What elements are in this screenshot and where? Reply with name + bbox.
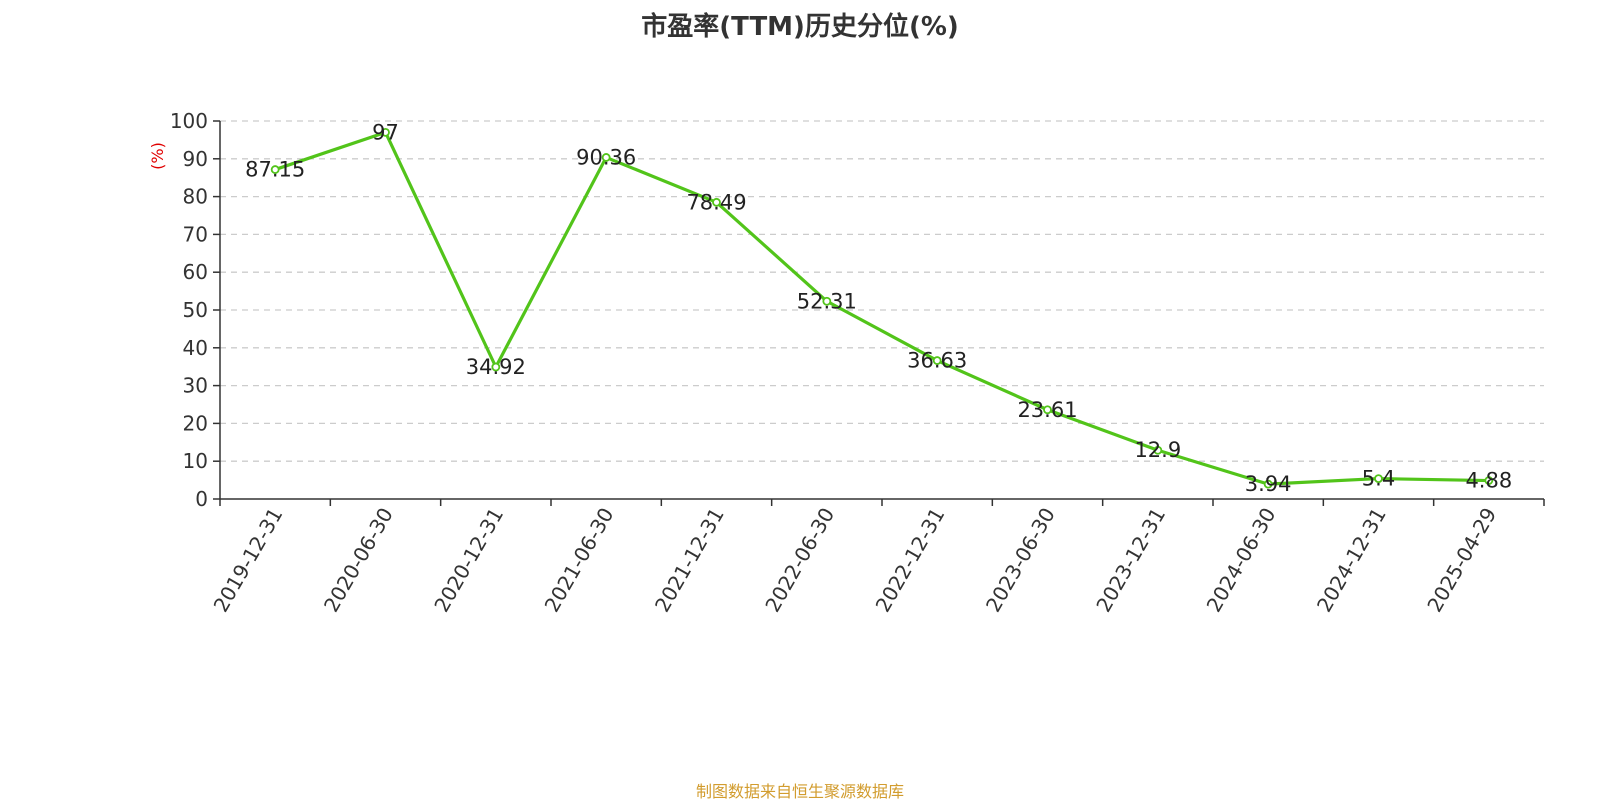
data-labels: 87.15 97 34.92 90.36 78.49 52.31 36.63 23.61 12.… — [245, 120, 1512, 496]
y-tick-label: 40 — [183, 336, 208, 360]
y-tick-label: 90 — [183, 147, 208, 171]
y-tick-label: 50 — [183, 298, 208, 322]
y-tick-label: 80 — [183, 185, 208, 209]
data-point — [270, 165, 280, 174]
x-tick-label: 2023-12-31 — [1091, 504, 1170, 617]
x-tick-label: 2021-06-30 — [540, 504, 619, 617]
source-note: 制图数据来自恒生聚源数据库 — [695, 782, 904, 801]
data-point — [601, 153, 611, 162]
y-tick-label: 20 — [183, 411, 208, 435]
grid-lines — [220, 120, 1544, 462]
x-tick-label: 2019-12-31 — [209, 504, 288, 617]
data-label: 36.63 — [907, 349, 967, 373]
data-label: 4.88 — [1465, 469, 1512, 493]
data-label: 90.36 — [576, 145, 636, 169]
y-axis-unit-label: (%) — [148, 142, 167, 170]
data-label: 78.49 — [686, 190, 746, 214]
y-tick-label: 70 — [183, 222, 208, 246]
data-label: 97 — [372, 120, 399, 144]
data-point — [1153, 445, 1163, 455]
y-tick-label: 10 — [183, 449, 208, 473]
data-label: 3.94 — [1245, 472, 1292, 496]
data-point — [1043, 405, 1052, 415]
data-label: 52.31 — [797, 289, 857, 313]
data-point — [712, 197, 721, 207]
x-tick-label: 2024-12-31 — [1312, 504, 1391, 617]
y-tick-label: 60 — [183, 260, 208, 284]
data-point — [1263, 479, 1273, 489]
y-tick-label: 100 — [170, 109, 208, 133]
x-tick-label: 2022-06-30 — [760, 504, 839, 617]
x-tick-label: 2025-04-29 — [1422, 504, 1501, 617]
series — [270, 127, 1494, 489]
data-point — [1374, 474, 1383, 483]
data-point — [1484, 476, 1494, 485]
data-point — [491, 362, 501, 372]
data-point — [822, 296, 832, 306]
x-tick-label: 2023-06-30 — [981, 504, 1060, 617]
data-point — [381, 127, 390, 137]
x-tick-label: 2021-12-31 — [650, 504, 729, 617]
y-tick-label: 30 — [183, 374, 208, 398]
x-tick-label: 2022-12-31 — [871, 504, 950, 617]
y-tick-label: 0 — [195, 487, 208, 511]
data-point — [932, 356, 942, 365]
data-label: 5.4 — [1362, 467, 1395, 491]
x-tick-label: 2020-12-31 — [429, 504, 508, 617]
data-label: 23.61 — [1017, 398, 1077, 422]
x-tick-label: 2020-06-30 — [319, 504, 398, 617]
chart-title: 市盈率(TTM)历史分位(%) — [641, 12, 959, 42]
axes: 0 10 20 30 40 50 60 70 80 90 100(%) 2019-12-31 2020-… — [148, 109, 1545, 617]
data-label: 87.15 — [245, 158, 305, 182]
data-label: 12.9 — [1134, 438, 1181, 462]
x-tick-label: 2024-06-30 — [1202, 504, 1281, 617]
series-line — [274, 130, 1489, 486]
data-label: 34.92 — [466, 355, 526, 379]
